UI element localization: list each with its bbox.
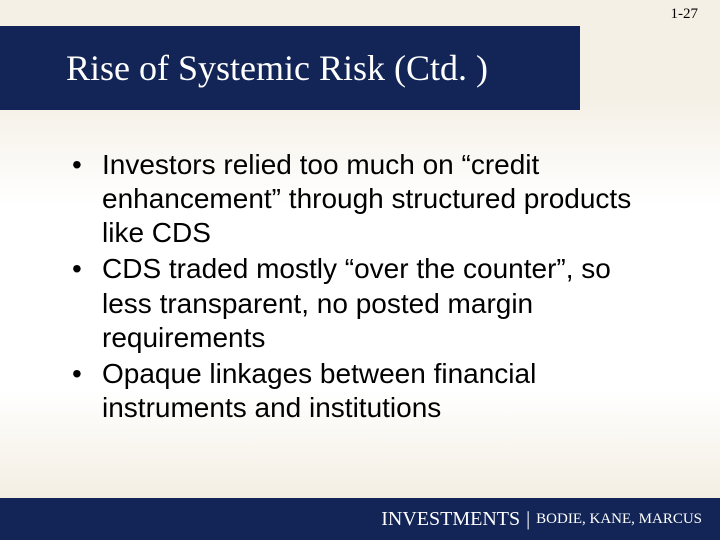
- title-bar: Rise of Systemic Risk (Ctd. ): [0, 26, 580, 110]
- bullet-list: Investors relied too much on “credit enh…: [64, 148, 656, 425]
- slide: 1-27 Rise of Systemic Risk (Ctd. ) Inves…: [0, 0, 720, 540]
- content-area: Investors relied too much on “credit enh…: [64, 148, 656, 427]
- bullet-item: CDS traded mostly “over the counter”, so…: [64, 252, 656, 354]
- bullet-item: Investors relied too much on “credit enh…: [64, 148, 656, 250]
- footer-book-title: INVESTMENTS: [381, 508, 520, 531]
- bullet-item: Opaque linkages between financial instru…: [64, 357, 656, 425]
- footer-separator: |: [526, 508, 530, 531]
- footer-authors: BODIE, KANE, MARCUS: [536, 511, 702, 528]
- slide-title: Rise of Systemic Risk (Ctd. ): [66, 47, 488, 89]
- footer-bar: INVESTMENTS | BODIE, KANE, MARCUS: [0, 498, 720, 540]
- page-number: 1-27: [671, 6, 699, 23]
